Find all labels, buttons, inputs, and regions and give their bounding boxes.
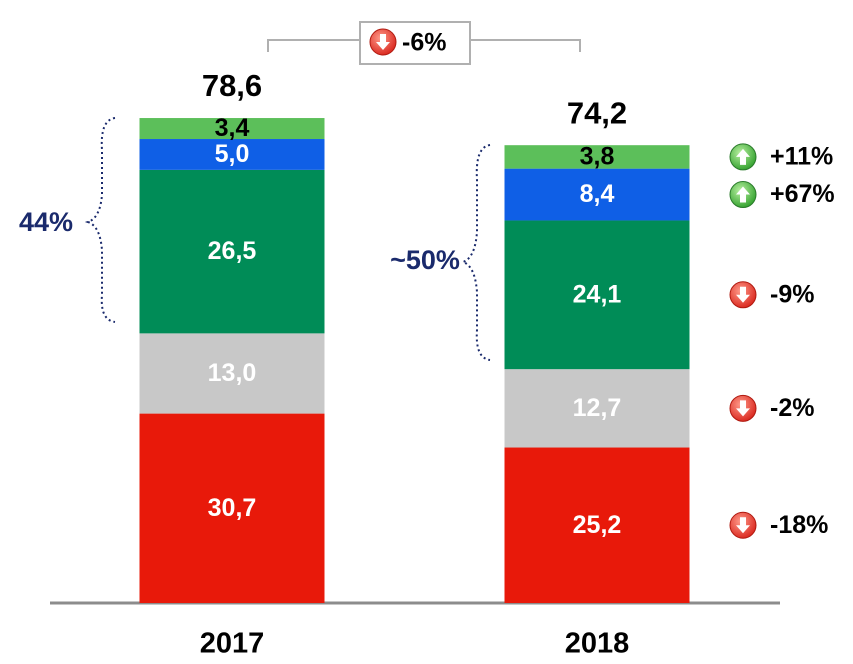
icon-arrow — [736, 517, 750, 534]
bar-segment — [504, 447, 690, 603]
change-label: -2% — [770, 394, 814, 422]
bar-segment — [139, 139, 325, 170]
bar-segment — [139, 413, 325, 603]
icon-arrow — [736, 400, 750, 417]
value-label: 8,4 — [580, 180, 615, 208]
x-tick-label: 2018 — [565, 628, 630, 660]
bar-segment — [504, 168, 690, 221]
x-tick-label: 2017 — [200, 628, 265, 660]
change-label: +11% — [770, 143, 833, 171]
value-label: 3,4 — [215, 114, 250, 142]
change-icon — [729, 143, 757, 171]
icon-arrow — [736, 186, 750, 203]
total-label: 74,2 — [567, 95, 627, 130]
value-label: 30,7 — [208, 494, 257, 522]
bar-segment — [504, 145, 690, 169]
icon-arrow — [736, 286, 750, 303]
icon-arrow — [376, 34, 390, 50]
change-icon — [729, 511, 757, 539]
icon-arrow — [736, 148, 750, 165]
value-label: 25,2 — [573, 511, 622, 539]
value-label: 3,8 — [580, 143, 615, 171]
bar-segment — [139, 118, 325, 140]
bar-segment — [139, 333, 325, 414]
bar-segment — [504, 369, 690, 448]
change-label: -18% — [770, 511, 828, 539]
value-label: 5,0 — [215, 140, 250, 168]
bar-segment — [139, 169, 325, 334]
brace-label: ~50% — [390, 245, 460, 275]
value-label: 26,5 — [208, 237, 257, 265]
brace — [459, 144, 491, 361]
brace — [84, 117, 116, 323]
total-bracket — [267, 39, 581, 52]
change-icon — [729, 394, 757, 422]
change-icon — [369, 28, 397, 56]
total-label: 78,6 — [202, 68, 262, 103]
change-label: +67% — [770, 180, 835, 208]
change-icon — [729, 281, 757, 309]
value-label: 13,0 — [208, 359, 257, 387]
change-label: -9% — [770, 280, 814, 308]
brace-label: 44% — [19, 207, 73, 237]
value-label: 12,7 — [573, 394, 622, 422]
bar-segment — [504, 220, 690, 370]
value-label: 24,1 — [573, 280, 622, 308]
total-change-label: -6% — [402, 29, 446, 57]
change-icon — [729, 181, 757, 209]
